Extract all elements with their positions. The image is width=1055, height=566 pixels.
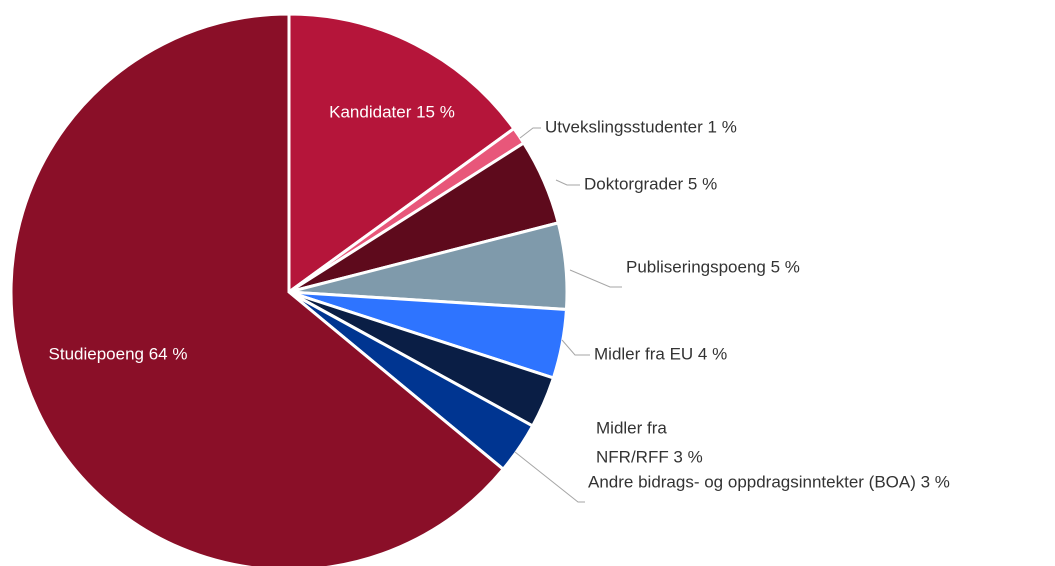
slice-label: Utvekslingsstudenter 1 % [545,117,737,136]
leader-line [561,339,590,356]
leader-line [519,127,541,139]
slice-label: Studiepoeng 64 % [49,344,188,363]
slice-label: NFR/RFF 3 % [596,447,703,466]
leader-line [569,269,622,288]
slice-label: Doktorgrader 5 % [584,174,717,193]
slice-label: Kandidater 15 % [329,102,455,121]
pie-slice [287,12,517,295]
slice-label: Andre bidrags- og oppdragsinntekter (BOA… [588,472,950,491]
slice-label: Midler fra [596,418,667,437]
pie-slice [9,12,506,566]
slice-label: Midler fra EU 4 % [594,344,727,363]
slice-label: Publiseringspoeng 5 % [626,257,800,276]
leader-line [514,451,585,503]
leader-line [555,179,580,186]
